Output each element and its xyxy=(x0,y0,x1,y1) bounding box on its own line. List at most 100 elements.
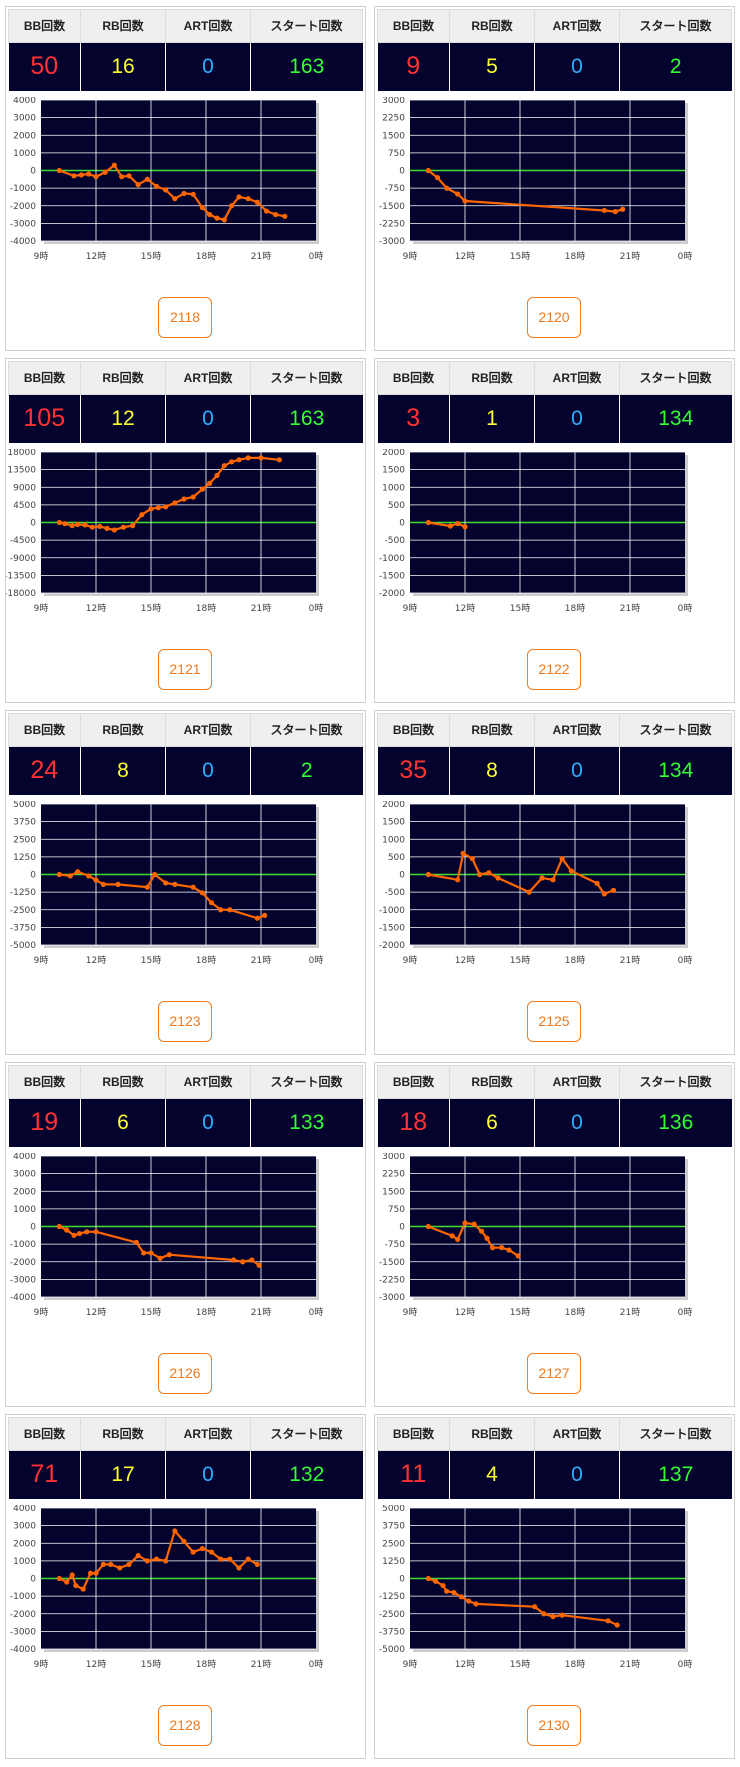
start-value: 163 xyxy=(250,42,363,91)
start-value: 136 xyxy=(619,1098,732,1147)
data-point xyxy=(495,875,501,881)
start-header: スタート回数 xyxy=(619,9,732,43)
data-point xyxy=(254,1561,260,1567)
data-point xyxy=(254,915,260,921)
data-point xyxy=(144,1558,150,1564)
start-value: 134 xyxy=(619,394,732,443)
data-point xyxy=(620,206,626,212)
bb-header: BB回数 xyxy=(377,713,450,747)
data-point xyxy=(56,1223,62,1230)
x-tick-label: 9時 xyxy=(403,251,418,262)
data-point xyxy=(258,455,264,461)
data-point xyxy=(64,1227,70,1233)
machine-number-button[interactable]: 2123 xyxy=(158,1001,212,1042)
art-value: 0 xyxy=(165,1098,251,1147)
y-tick-label: 4500 xyxy=(13,501,36,511)
line-chart: 3000 2250 1500 750 0 -750 -1500 -2250 -3000 9時 12時… xyxy=(379,1153,693,1318)
x-tick-label: 9時 xyxy=(403,1307,418,1318)
y-tick-label: -2000 xyxy=(379,941,405,951)
line-chart: 2000 1500 1000 500 0 -500 -1000 -1500 -2000 9時 12時… xyxy=(379,449,693,614)
data-point xyxy=(148,1250,154,1256)
x-tick-label: 18時 xyxy=(565,251,585,262)
rb-header: RB回数 xyxy=(449,1417,535,1451)
x-tick-label: 12時 xyxy=(455,955,475,966)
y-tick-label: -3750 xyxy=(10,923,36,933)
data-point xyxy=(199,486,205,492)
y-tick-label: 2000 xyxy=(13,131,36,141)
data-point xyxy=(157,1255,163,1261)
y-tick-label: 0 xyxy=(399,519,405,529)
machine-number-button[interactable]: 2118 xyxy=(158,297,212,338)
x-tick-label: 18時 xyxy=(196,1307,216,1318)
data-point xyxy=(153,1556,160,1562)
art-value: 0 xyxy=(534,746,620,795)
data-point xyxy=(144,176,150,182)
machine-number-button[interactable]: 2128 xyxy=(158,1705,212,1746)
data-point xyxy=(190,1549,196,1555)
data-point xyxy=(104,525,110,531)
y-tick-label: 2000 xyxy=(13,1539,36,1549)
y-tick-label: -4500 xyxy=(10,536,36,546)
data-point xyxy=(67,873,73,879)
line-chart: 4000 3000 2000 1000 0 -1000 -2000 -3000 -4000 9時 1… xyxy=(10,97,324,262)
data-point xyxy=(506,1247,512,1253)
machine-number-button[interactable]: 2130 xyxy=(527,1705,581,1746)
stats-table: BB回数 RB回数 ART回数 スタート回数 19 6 0 133 xyxy=(8,1065,363,1147)
data-point xyxy=(163,187,169,193)
y-tick-label: -1000 xyxy=(10,1592,36,1602)
stats-table: BB回数 RB回数 ART回数 スタート回数 3 1 0 134 xyxy=(377,361,732,443)
machine-number-button[interactable]: 2126 xyxy=(158,1353,212,1394)
x-tick-label: 12時 xyxy=(86,1307,106,1318)
y-tick-label: -13500 xyxy=(6,571,36,581)
bb-header: BB回数 xyxy=(377,361,450,395)
x-tick-label: 0時 xyxy=(678,1307,693,1318)
y-tick-label: -750 xyxy=(385,184,406,194)
y-tick-label: 2500 xyxy=(13,835,36,845)
start-value: 163 xyxy=(250,394,363,443)
start-header: スタート回数 xyxy=(250,361,363,395)
machine-number-button[interactable]: 2120 xyxy=(527,297,581,338)
x-tick-label: 12時 xyxy=(455,603,475,614)
x-tick-label: 18時 xyxy=(196,1659,216,1670)
y-tick-label: -2000 xyxy=(379,589,405,599)
rb-value: 5 xyxy=(449,42,535,91)
y-tick-label: 4000 xyxy=(13,1505,36,1514)
y-tick-label: 1500 xyxy=(382,466,405,476)
data-point xyxy=(486,870,492,876)
machine-number-button[interactable]: 2125 xyxy=(527,1001,581,1042)
y-tick-label: 0 xyxy=(30,871,36,881)
y-tick-label: 3750 xyxy=(382,1522,405,1532)
y-tick-label: -3000 xyxy=(10,1275,36,1285)
y-tick-label: 3000 xyxy=(13,1170,36,1180)
machine-number-button[interactable]: 2121 xyxy=(158,649,212,690)
y-tick-label: 0 xyxy=(399,167,405,177)
data-point xyxy=(78,172,84,178)
data-point xyxy=(227,907,233,913)
bb-header: BB回数 xyxy=(377,1417,450,1451)
data-point xyxy=(76,1230,83,1237)
stats-table: BB回数 RB回数 ART回数 スタート回数 71 17 0 132 xyxy=(8,1417,363,1499)
x-tick-label: 0時 xyxy=(678,603,693,614)
stats-table: BB回数 RB回数 ART回数 スタート回数 24 8 0 2 xyxy=(8,713,363,795)
machine-number-button[interactable]: 2127 xyxy=(527,1353,581,1394)
y-tick-label: 3000 xyxy=(13,1522,36,1532)
data-point xyxy=(477,871,483,878)
data-point xyxy=(218,907,224,913)
data-point xyxy=(276,457,282,463)
art-value: 0 xyxy=(534,42,620,91)
data-point xyxy=(181,1538,187,1545)
y-tick-label: -3000 xyxy=(10,219,36,229)
start-value: 133 xyxy=(250,1098,363,1147)
data-point xyxy=(236,1565,242,1571)
data-point xyxy=(227,1556,233,1562)
line-chart: 5000 3750 2500 1250 0 -1250 -2500 -3750 -5000 9時 1… xyxy=(10,801,324,966)
y-tick-label: 1250 xyxy=(13,853,36,863)
data-point xyxy=(262,912,268,918)
art-header: ART回数 xyxy=(534,9,620,43)
rb-value: 8 xyxy=(80,746,166,795)
stats-table: BB回数 RB回数 ART回数 スタート回数 35 8 0 134 xyxy=(377,713,732,795)
machine-card: BB回数 RB回数 ART回数 スタート回数 9 5 0 2 3000 2250 1… xyxy=(374,6,735,351)
data-point xyxy=(153,183,160,189)
machine-number-button[interactable]: 2122 xyxy=(527,649,581,690)
data-point xyxy=(208,900,215,906)
